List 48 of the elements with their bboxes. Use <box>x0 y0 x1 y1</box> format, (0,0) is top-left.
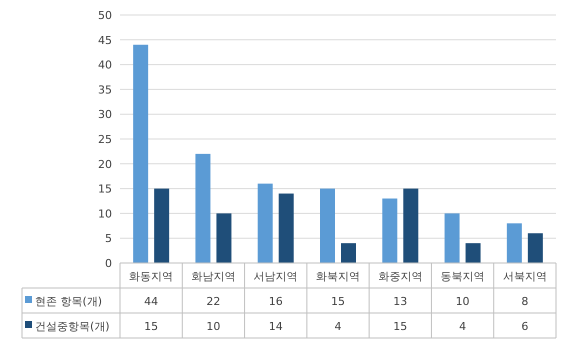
data-label: 4 <box>334 320 342 333</box>
y-tick-label: 30 <box>98 108 112 122</box>
bar <box>195 154 210 263</box>
y-tick-label: 45 <box>98 34 112 47</box>
bar <box>528 233 543 263</box>
bar <box>466 243 481 263</box>
bar <box>382 198 398 263</box>
data-label: 15 <box>144 320 158 333</box>
bar <box>341 243 356 263</box>
data-label: 22 <box>206 295 220 308</box>
data-label: 10 <box>456 295 470 308</box>
x-tick-label: 화남지역 <box>191 270 236 283</box>
legend-label: 현존 항목(개) <box>35 295 102 308</box>
bar <box>258 184 273 263</box>
bar <box>278 194 294 263</box>
y-tick-label: 40 <box>98 58 112 72</box>
bar <box>216 213 232 263</box>
x-tick-label: 화북지역 <box>316 270 360 283</box>
x-tick-label: 동북지역 <box>440 270 485 283</box>
y-tick-label: 15 <box>98 182 112 196</box>
bar <box>444 213 460 263</box>
data-label: 10 <box>206 320 220 333</box>
data-label: 13 <box>393 295 408 308</box>
data-label: 8 <box>521 295 528 308</box>
bar <box>133 44 148 263</box>
data-label: 16 <box>268 295 283 308</box>
x-tick-label: 서남지역 <box>254 270 298 283</box>
y-tick-label: 10 <box>98 207 112 220</box>
y-tick-label: 20 <box>98 158 112 171</box>
x-tick-label: 화중지역 <box>378 270 422 283</box>
data-label: 4 <box>459 320 466 333</box>
bar <box>320 188 335 263</box>
legend-label: 건설중항목(개) <box>35 320 110 333</box>
bar <box>506 223 522 263</box>
data-label: 15 <box>331 295 345 308</box>
y-tick-label: 0 <box>105 257 112 270</box>
y-tick-label: 35 <box>98 83 112 96</box>
bar <box>154 188 170 263</box>
y-tick-label: 50 <box>98 9 112 22</box>
y-tick-label: 25 <box>98 133 112 146</box>
bar <box>403 188 418 263</box>
data-label: 6 <box>521 320 528 333</box>
x-tick-label: 서북지역 <box>502 270 547 283</box>
y-tick-label: 5 <box>105 232 112 246</box>
data-label: 44 <box>144 295 158 308</box>
data-label: 15 <box>393 320 408 333</box>
x-tick-label: 화동지역 <box>129 270 174 283</box>
data-label: 14 <box>268 320 283 333</box>
